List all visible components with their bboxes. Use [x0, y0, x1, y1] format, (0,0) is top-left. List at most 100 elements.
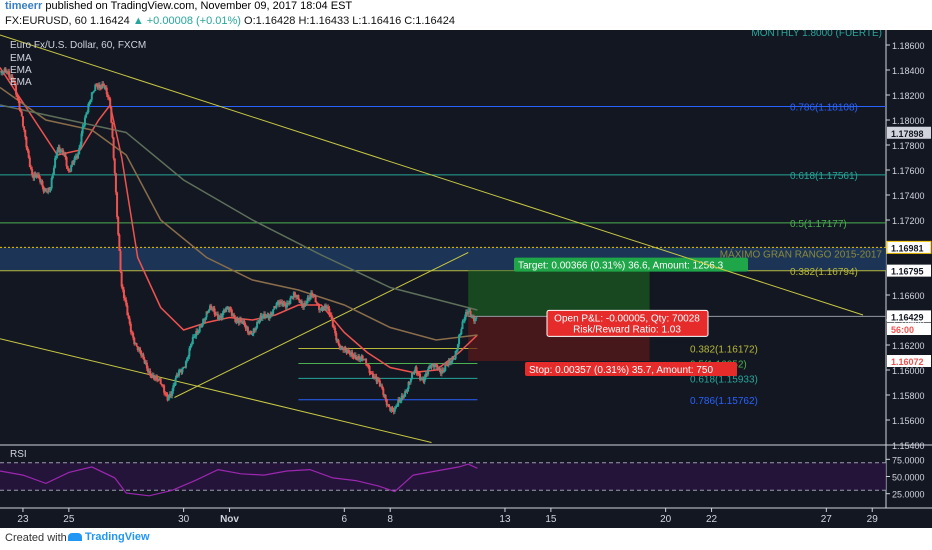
candle-body [161, 385, 164, 387]
candle-body [305, 303, 308, 306]
candle-body [180, 369, 183, 373]
candle-body [437, 368, 440, 371]
chart-area[interactable]: MÁXIMO GRAN RANGO 2015-2017 MONTHLY 1.800… [0, 28, 932, 528]
candle-body [323, 305, 326, 308]
candle-body [5, 72, 8, 74]
candle-body [10, 76, 13, 78]
time-tick-label: 6 [342, 514, 348, 525]
candle-body [328, 308, 331, 316]
candle-body [274, 306, 277, 308]
candle-body [41, 181, 44, 187]
price-chart-svg[interactable]: MÁXIMO GRAN RANGO 2015-2017 MONTHLY 1.800… [0, 28, 932, 528]
price-change: ▲ +0.00008 (+0.01%) [132, 15, 241, 27]
candle-body [332, 326, 335, 328]
symbol-header: FX:EURUSD, 60 1.16424 ▲ +0.00008 (+0.01%… [0, 15, 932, 29]
candle-body [329, 315, 332, 317]
candle-body [134, 343, 137, 345]
candle-body [435, 363, 438, 366]
candle-body [212, 308, 215, 310]
candle-body [150, 376, 153, 378]
candle-body [158, 378, 161, 380]
candle-body [326, 306, 329, 309]
candle-body [172, 385, 175, 392]
fib-level-label: 0.786(1.18108) [790, 103, 858, 114]
price-badge-label: 1.16072 [891, 357, 924, 367]
candle-body [398, 399, 401, 401]
price-tick-label: 1.16200 [892, 341, 925, 351]
candle-body [228, 307, 231, 310]
candle-body [315, 302, 318, 304]
candle-body [97, 84, 100, 88]
candle-body [349, 352, 352, 356]
candle-body [94, 84, 97, 91]
candle-body [470, 316, 473, 318]
candle-body [179, 369, 182, 371]
indicator-label: EMA [10, 77, 32, 88]
candle-body [281, 302, 284, 307]
candle-body [23, 126, 26, 130]
candle-body [106, 94, 109, 98]
candle-body [268, 315, 271, 319]
candle-body [297, 294, 300, 300]
candle-body [141, 354, 144, 356]
candle-body [137, 347, 140, 350]
candle-body [299, 300, 302, 303]
candle-body [75, 155, 78, 159]
candle-body [66, 166, 69, 169]
candle-body [400, 395, 403, 401]
candle-body [314, 295, 317, 303]
candle-body [458, 335, 461, 345]
candle-body [290, 297, 293, 299]
candle-body [124, 297, 127, 301]
candle-body [397, 399, 400, 406]
candle-body [79, 144, 82, 148]
candle-body [102, 83, 105, 87]
candle-body [47, 187, 50, 193]
time-tick-label: 22 [706, 514, 718, 525]
candle-body [401, 395, 404, 398]
candle-body [366, 364, 369, 366]
candle-body [448, 360, 451, 363]
price-tick-label: 1.18000 [892, 116, 925, 126]
candle-body [254, 327, 257, 331]
candle-body [42, 186, 45, 192]
rsi-tick-label: 75.0000 [892, 455, 925, 465]
candle-body [466, 312, 469, 315]
candle-body [116, 192, 119, 217]
candle-body [330, 315, 333, 320]
candle-body [155, 375, 158, 379]
candle-body [178, 370, 181, 376]
candle-body [144, 362, 147, 364]
price-tick-label: 1.15600 [892, 416, 925, 426]
author-name[interactable]: timeerr [5, 0, 43, 12]
candle-body [133, 337, 136, 345]
candle-body [231, 314, 234, 316]
candle-body [238, 319, 241, 324]
candle-body [226, 306, 229, 308]
price-badge-label: 56:00 [891, 325, 914, 335]
candle-body [396, 405, 399, 407]
candle-body [393, 408, 396, 412]
candle-body [409, 378, 412, 383]
candle-body [365, 358, 368, 365]
candle-body [380, 385, 383, 387]
candle-body [389, 407, 392, 411]
candle-body [413, 371, 416, 375]
candle-body [351, 352, 354, 357]
indicator-label: EMA [10, 53, 32, 64]
candle-body [209, 305, 212, 310]
candle-body [225, 307, 228, 312]
time-tick-label: 25 [63, 514, 75, 525]
candle-body [34, 174, 37, 176]
candle-body [190, 344, 193, 346]
candle-body [460, 329, 463, 335]
candle-body [361, 355, 364, 360]
candle-body [11, 76, 14, 83]
candle-body [358, 356, 361, 360]
candle-body [152, 374, 155, 379]
candle-body [453, 358, 456, 360]
tradingview-brand[interactable]: TradingView [68, 531, 150, 543]
candle-body [236, 319, 239, 321]
candle-body [20, 111, 23, 117]
price-badge [887, 264, 931, 277]
